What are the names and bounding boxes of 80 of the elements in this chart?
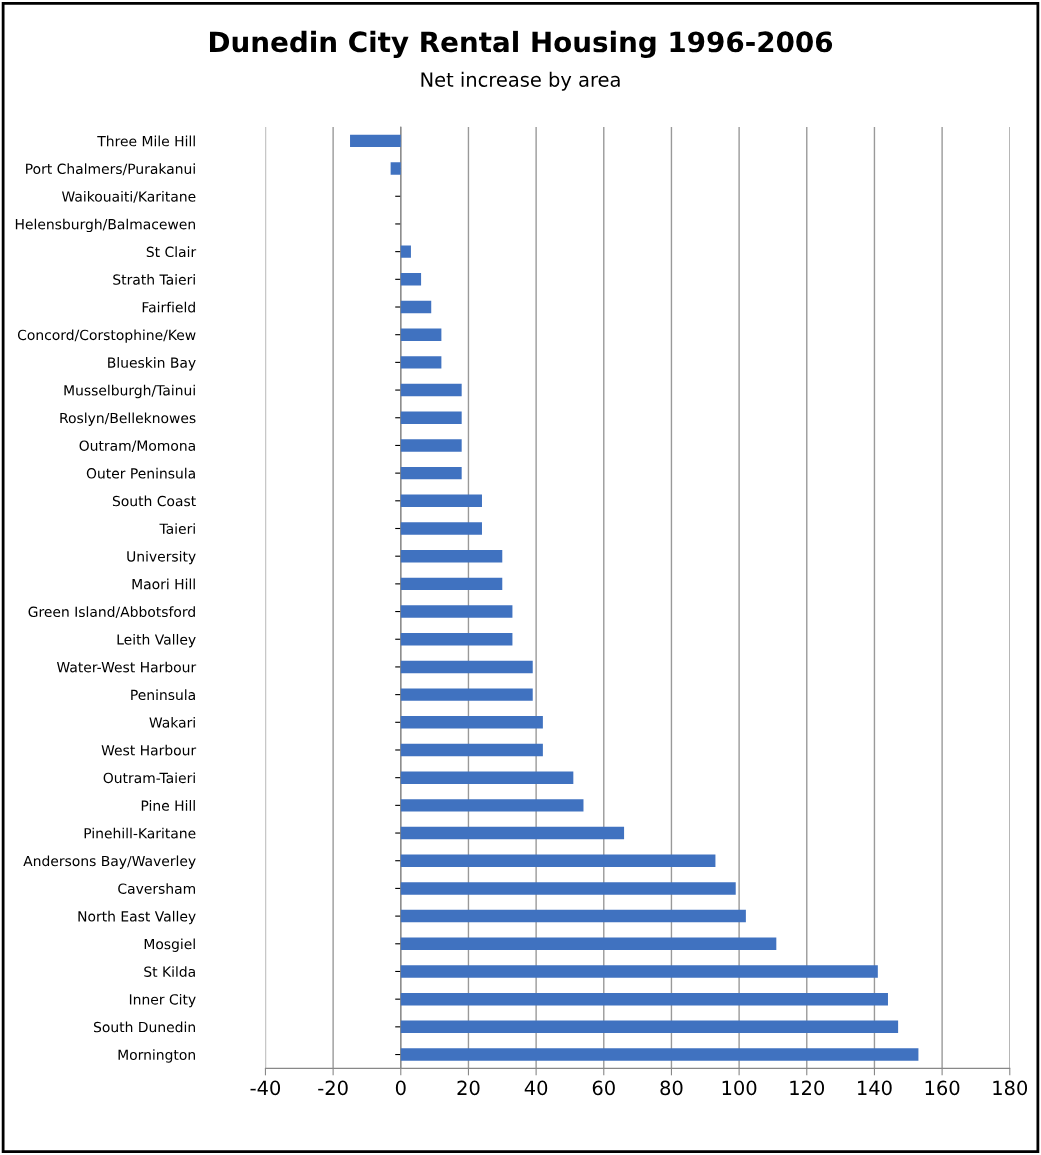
x-tick-label: 160 — [925, 1080, 960, 1096]
bar — [400, 992, 888, 1006]
bar — [400, 688, 533, 701]
chart-subtitle: Net increase by area — [421, 71, 620, 91]
bar — [400, 743, 543, 757]
y-tick-label: Waikouaiti/Karitane — [61, 190, 196, 203]
y-tick-label: Musselburgh/Tainui — [64, 384, 195, 399]
bar — [400, 771, 574, 784]
y-tick-label: Wakari — [149, 717, 195, 728]
bar — [400, 411, 462, 424]
x-tick-label: -20 — [318, 1080, 348, 1096]
y-tick-label: Concord/Corstophine/Kew — [17, 329, 196, 343]
y-tick-label: West Harbour — [101, 744, 197, 756]
y-tick-label: Outer Peninsula — [86, 467, 195, 479]
bar — [400, 854, 716, 867]
x-tick-label: 40 — [524, 1080, 548, 1096]
y-tick-label: Three Mile Hill — [97, 135, 195, 147]
y-tick-label: Outram/Momona — [79, 440, 195, 453]
x-tick-label: -40 — [250, 1080, 281, 1096]
bar — [400, 660, 533, 674]
bar — [400, 383, 462, 397]
y-tick-label: Helensburgh/Balmacewen — [15, 218, 195, 233]
bar — [400, 300, 432, 314]
y-tick-label: Caversham — [118, 883, 195, 894]
y-tick-label: St Kilda — [144, 966, 195, 977]
bar — [400, 522, 482, 535]
bar — [400, 937, 777, 951]
bar — [400, 245, 411, 258]
bar — [350, 134, 401, 148]
bar — [390, 162, 401, 175]
bar — [400, 716, 543, 729]
y-tick-label: Pinehill-Karitane — [84, 827, 196, 839]
bar — [400, 633, 513, 646]
x-tick-label: 180 — [993, 1080, 1028, 1096]
y-tick-label: Maori Hill — [132, 578, 195, 590]
y-tick-label: Roslyn/Belleknowes — [60, 412, 196, 426]
y-tick-label: Green Island/Abbotsford — [28, 606, 195, 619]
y-tick-label: Andersons Bay/Waverley — [23, 855, 196, 869]
bar — [400, 605, 513, 618]
bar — [400, 909, 746, 923]
y-tick-label: Taieri — [159, 523, 195, 534]
y-tick-label: Fairfield — [142, 301, 195, 313]
y-tick-label: North East Valley — [78, 910, 196, 925]
bar — [400, 577, 503, 591]
bar — [400, 1048, 919, 1061]
y-tick-label: South Dunedin — [93, 1021, 195, 1033]
x-tick-label: 120 — [790, 1080, 825, 1096]
y-tick-label: Leith Valley — [117, 633, 196, 648]
x-tick-label: 60 — [592, 1080, 615, 1096]
bar — [400, 494, 482, 508]
x-tick-label: 140 — [858, 1080, 892, 1096]
bar — [400, 273, 422, 286]
bar — [400, 826, 625, 840]
bar — [400, 799, 584, 812]
y-tick-label: South Coast — [112, 495, 196, 507]
y-tick-label: Strath Taieri — [113, 274, 195, 285]
x-tick-label: 80 — [660, 1080, 683, 1096]
bar — [400, 549, 503, 563]
y-tick-label: Blueskin Bay — [108, 357, 196, 371]
y-tick-label: Pine Hill — [141, 800, 195, 811]
y-tick-label: Inner City — [129, 993, 196, 1008]
y-tick-label: Outram-Taieri — [103, 772, 195, 784]
y-tick-label: Peninsula — [131, 689, 195, 701]
bar — [400, 965, 878, 978]
bar — [400, 882, 736, 895]
x-tick-label: 20 — [457, 1080, 480, 1096]
x-tick-label: 0 — [395, 1080, 406, 1096]
bar — [400, 328, 442, 341]
bar — [400, 356, 442, 369]
y-tick-label: Mosgiel — [144, 938, 195, 952]
bar — [400, 439, 462, 452]
chart-title: Dunedin City Rental Housing 1996-2006 — [209, 30, 833, 58]
y-tick-label: Mornington — [118, 1049, 195, 1063]
y-tick-label: Port Chalmers/Purakanui — [26, 163, 195, 176]
bar — [400, 1020, 899, 1034]
y-tick-label: University — [127, 550, 196, 565]
bar — [400, 466, 462, 480]
x-tick-label: 100 — [722, 1080, 757, 1096]
y-tick-label: Water-West Harbour — [56, 661, 197, 673]
y-tick-label: St Clair — [146, 246, 197, 258]
